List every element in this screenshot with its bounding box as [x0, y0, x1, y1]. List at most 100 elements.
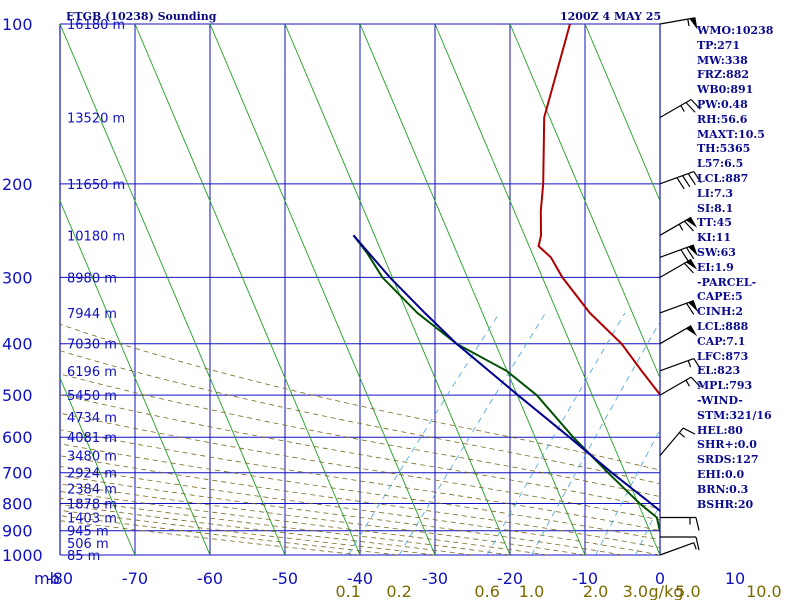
index-entry: BSHR:20 [697, 497, 754, 511]
temp-tick-label: -40 [347, 569, 373, 588]
moist-adiabat-line [60, 504, 473, 555]
mixing-ratio-line [531, 320, 660, 555]
index-entry: CINH:2 [697, 305, 744, 319]
wind-barb [659, 258, 698, 278]
moist-adiabat-line [60, 515, 398, 555]
temp-tick-label: -20 [497, 569, 523, 588]
index-entry: HEL:80 [697, 423, 743, 437]
pressure-unit-label: mb [34, 569, 60, 588]
index-entry: MPL:793 [697, 379, 753, 393]
dry-adiabat-line [434, 24, 660, 555]
height-level-label: 85 m [67, 549, 100, 564]
temp-tick-label: -50 [272, 569, 298, 588]
wind-barb [659, 357, 702, 372]
index-entry: TT:45 [697, 216, 732, 230]
index-entry: TP:271 [697, 38, 741, 52]
temp-tick-label: -70 [122, 569, 148, 588]
temp-tick-label: -60 [197, 569, 223, 588]
pressure-tick-label: 700 [2, 464, 33, 483]
moist-adiabat-line [60, 475, 623, 555]
index-entry: LCL:887 [697, 171, 749, 185]
mixing-ratio-label: 10.0 [746, 582, 782, 600]
temp-tick-label: -10 [572, 569, 598, 588]
height-level-label: 1403 m [67, 512, 117, 527]
index-entry: SW:63 [697, 245, 736, 259]
pressure-tick-label: 500 [2, 386, 33, 405]
moist-adiabat-line [60, 509, 436, 555]
height-level-label: 13520 m [67, 112, 125, 127]
height-level-label: 6196 m [67, 365, 117, 380]
mixing-ratio-line [347, 312, 500, 555]
moist-adiabat-line [60, 497, 511, 555]
wind-barb [659, 244, 698, 262]
wind-barb [659, 325, 698, 345]
height-level-label: 8980 m [67, 271, 117, 286]
mixing-ratio-line [486, 312, 626, 555]
dry-adiabat-line [284, 24, 511, 555]
moist-adiabat-line [60, 412, 660, 521]
height-level-label: 3480 m [67, 450, 117, 465]
parcel-profile-line [352, 234, 660, 513]
index-entry: EI:1.9 [697, 260, 734, 274]
index-entry: BRN:0.3 [697, 482, 749, 496]
index-entry: PW:0.48 [697, 97, 748, 111]
height-level-label: 2384 m [67, 483, 117, 498]
index-entry: FRZ:882 [697, 68, 750, 82]
height-level-label: 506 m [67, 537, 109, 552]
index-entry: -WIND- [697, 393, 743, 407]
temp-tick-label: 0 [655, 569, 665, 588]
index-entry: WMO:10238 [697, 24, 774, 37]
mixing-ratio-label: 3.0 [623, 582, 648, 600]
moist-adiabat-line [60, 350, 660, 485]
mixing-ratio-label: 0.2 [386, 582, 411, 600]
mixing-ratio-label: 0.1 [335, 582, 360, 600]
index-entry: RH:56.6 [697, 112, 748, 126]
height-level-label: 4081 m [67, 431, 117, 446]
wind-barb [659, 376, 701, 396]
wind-barbs [659, 17, 702, 556]
temp-tick-label: -80 [47, 569, 73, 588]
wind-barb [659, 98, 701, 119]
height-level-label: 7030 m [67, 338, 117, 353]
dry-adiabat-line [509, 24, 660, 380]
height-level-label: 10180 m [67, 229, 125, 244]
index-entry: CAP:7.1 [697, 334, 746, 348]
chart-subtitle: 1200Z 4 MAY 25 [560, 10, 661, 23]
mixing-ratio-label: 2.0 [583, 582, 608, 600]
adiabat-lines [60, 24, 660, 555]
dry-adiabat-line [60, 376, 136, 555]
moist-adiabat-line [60, 373, 660, 498]
index-entry: SRDS:127 [697, 453, 759, 467]
index-entry: CAPE:5 [697, 290, 743, 304]
index-entry: STM:321/16 [697, 408, 772, 422]
dry-adiabat-line [584, 24, 660, 203]
index-entry: L57:6.5 [697, 157, 744, 171]
mixing-ratio-label: g/kg [649, 582, 684, 600]
pressure-tick-label: 100 [2, 15, 33, 34]
height-level-label: 1878 m [67, 498, 117, 513]
wind-barb [659, 300, 698, 315]
indices-panel: WMO:10238 TP:271 MW:338 FRZ:882 WB0:891 PW:0.… [697, 24, 797, 512]
pressure-tick-label: 1000 [2, 546, 43, 565]
index-entry: LI:7.3 [697, 186, 734, 200]
sounding-profiles [352, 24, 660, 536]
index-entry: SI:8.1 [697, 201, 734, 215]
moist-adiabat-line [60, 394, 660, 510]
index-entry: SHR+:0.0 [697, 438, 757, 452]
height-level-label: 16180 m [67, 18, 125, 33]
index-entry: MAXT:10.5 [697, 127, 765, 141]
wind-barb [660, 516, 700, 531]
height-level-label: 945 m [67, 525, 109, 540]
height-level-label: 7944 m [67, 307, 117, 322]
mixing-ratio-label: 1.0 [519, 582, 544, 600]
index-entry: LCL:888 [697, 319, 749, 333]
index-entry: KI:11 [697, 231, 732, 245]
index-entry: WB0:891 [697, 83, 754, 97]
mixing-ratio-label: 0.6 [474, 582, 499, 600]
wind-barb [659, 542, 697, 556]
pressure-tick-label: 400 [2, 335, 33, 354]
moist-adiabat-line [60, 483, 586, 555]
index-entry: EL:823 [697, 364, 741, 378]
